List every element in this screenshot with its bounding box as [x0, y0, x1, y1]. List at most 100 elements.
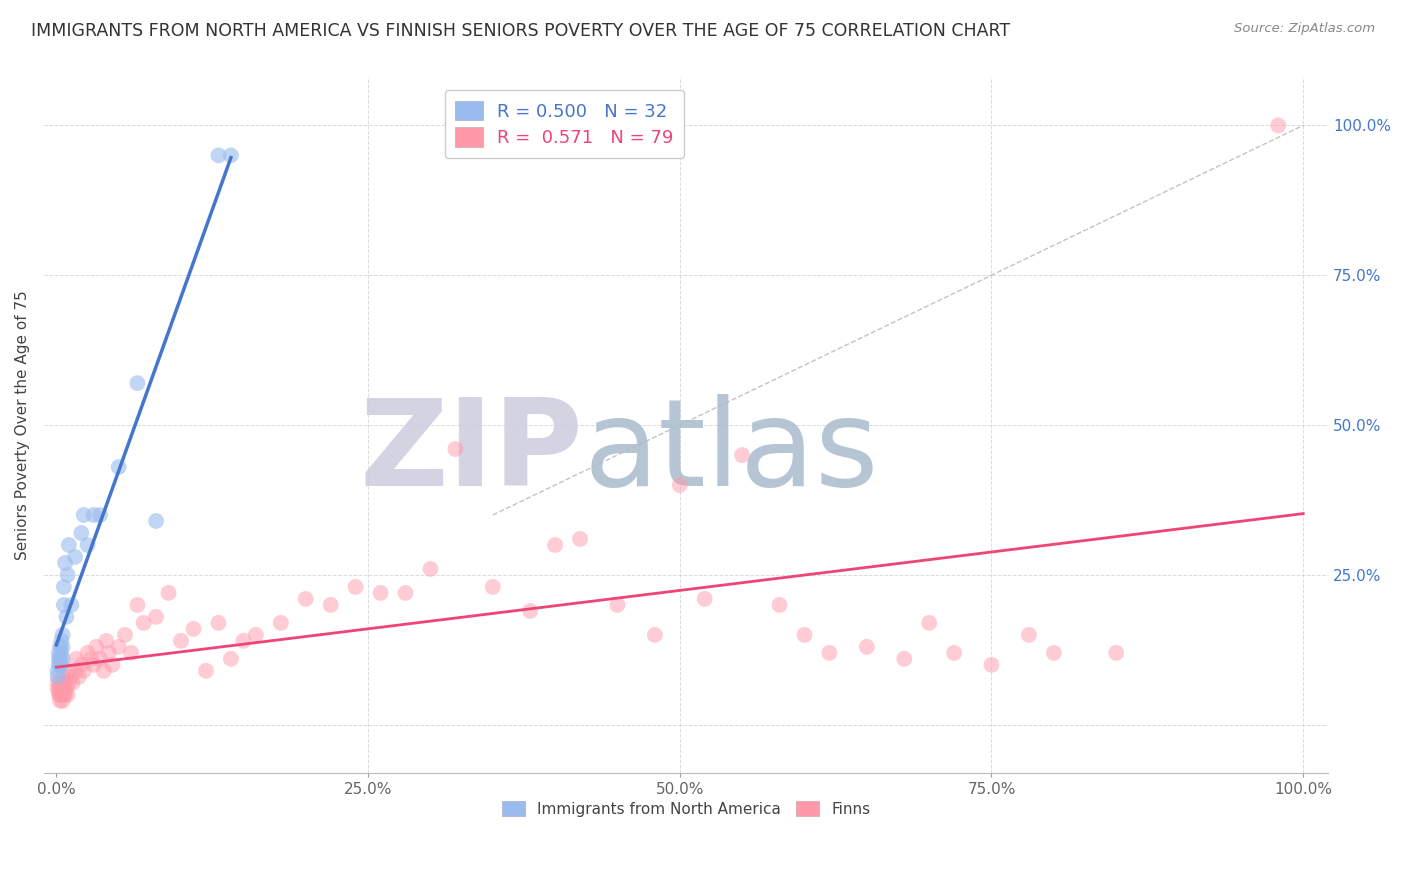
- Point: [270, 615, 292, 630]
- Point: [52, 694, 75, 708]
- Point: [51, 688, 73, 702]
- Point: [219, 652, 242, 666]
- Point: [65, 652, 87, 666]
- Point: [1043, 646, 1066, 660]
- Point: [544, 538, 567, 552]
- Point: [793, 628, 815, 642]
- Point: [48, 657, 70, 672]
- Point: [46, 681, 69, 696]
- Point: [49, 652, 72, 666]
- Point: [62, 676, 84, 690]
- Text: atlas: atlas: [583, 394, 879, 511]
- Point: [768, 598, 790, 612]
- Point: [1267, 119, 1289, 133]
- Point: [96, 633, 118, 648]
- Point: [856, 640, 879, 654]
- Point: [51, 657, 73, 672]
- Point: [294, 591, 316, 606]
- Point: [55, 610, 77, 624]
- Point: [70, 526, 93, 541]
- Point: [120, 646, 142, 660]
- Point: [76, 646, 98, 660]
- Point: [73, 508, 96, 522]
- Point: [56, 568, 79, 582]
- Point: [731, 448, 754, 462]
- Point: [48, 681, 70, 696]
- Legend: Immigrants from North America, Finns: Immigrants from North America, Finns: [494, 793, 877, 824]
- Point: [73, 664, 96, 678]
- Point: [127, 598, 149, 612]
- Point: [56, 688, 79, 702]
- Point: [1105, 646, 1128, 660]
- Point: [55, 681, 77, 696]
- Point: [52, 628, 75, 642]
- Point: [49, 676, 72, 690]
- Point: [51, 681, 73, 696]
- Point: [46, 670, 69, 684]
- Point: [52, 670, 75, 684]
- Point: [70, 657, 93, 672]
- Point: [132, 615, 155, 630]
- Point: [693, 591, 716, 606]
- Point: [60, 670, 83, 684]
- Point: [49, 640, 72, 654]
- Point: [52, 580, 75, 594]
- Point: [232, 633, 254, 648]
- Point: [606, 598, 628, 612]
- Point: [93, 664, 115, 678]
- Y-axis label: Seniors Poverty Over the Age of 75: Seniors Poverty Over the Age of 75: [15, 290, 30, 560]
- Point: [76, 538, 98, 552]
- Point: [89, 508, 111, 522]
- Point: [481, 580, 503, 594]
- Point: [49, 688, 72, 702]
- Point: [1018, 628, 1040, 642]
- Point: [52, 598, 75, 612]
- Point: [644, 628, 666, 642]
- Point: [207, 615, 229, 630]
- Point: [370, 586, 392, 600]
- Text: IMMIGRANTS FROM NORTH AMERICA VS FINNISH SENIORS POVERTY OVER THE AGE OF 75 CORR: IMMIGRANTS FROM NORTH AMERICA VS FINNISH…: [31, 22, 1010, 40]
- Point: [893, 652, 915, 666]
- Text: ZIP: ZIP: [360, 394, 583, 511]
- Point: [52, 681, 75, 696]
- Point: [319, 598, 342, 612]
- Point: [52, 688, 75, 702]
- Point: [52, 652, 75, 666]
- Point: [127, 376, 149, 391]
- Point: [818, 646, 841, 660]
- Point: [97, 646, 120, 660]
- Point: [51, 633, 73, 648]
- Point: [58, 538, 80, 552]
- Point: [83, 508, 105, 522]
- Point: [394, 586, 416, 600]
- Point: [53, 556, 76, 570]
- Point: [157, 586, 180, 600]
- Point: [145, 514, 167, 528]
- Point: [67, 670, 90, 684]
- Point: [668, 478, 690, 492]
- Point: [145, 610, 167, 624]
- Point: [63, 664, 86, 678]
- Point: [52, 681, 75, 696]
- Point: [84, 640, 107, 654]
- Point: [183, 622, 205, 636]
- Point: [219, 148, 242, 162]
- Point: [918, 615, 941, 630]
- Point: [114, 628, 136, 642]
- Point: [569, 532, 592, 546]
- Point: [48, 652, 70, 666]
- Point: [194, 664, 217, 678]
- Point: [107, 460, 129, 475]
- Point: [344, 580, 367, 594]
- Point: [53, 676, 76, 690]
- Point: [89, 652, 111, 666]
- Point: [107, 640, 129, 654]
- Point: [943, 646, 966, 660]
- Point: [48, 688, 70, 702]
- Point: [444, 442, 467, 456]
- Point: [53, 688, 76, 702]
- Point: [58, 676, 80, 690]
- Point: [83, 657, 105, 672]
- Point: [207, 148, 229, 162]
- Point: [519, 604, 541, 618]
